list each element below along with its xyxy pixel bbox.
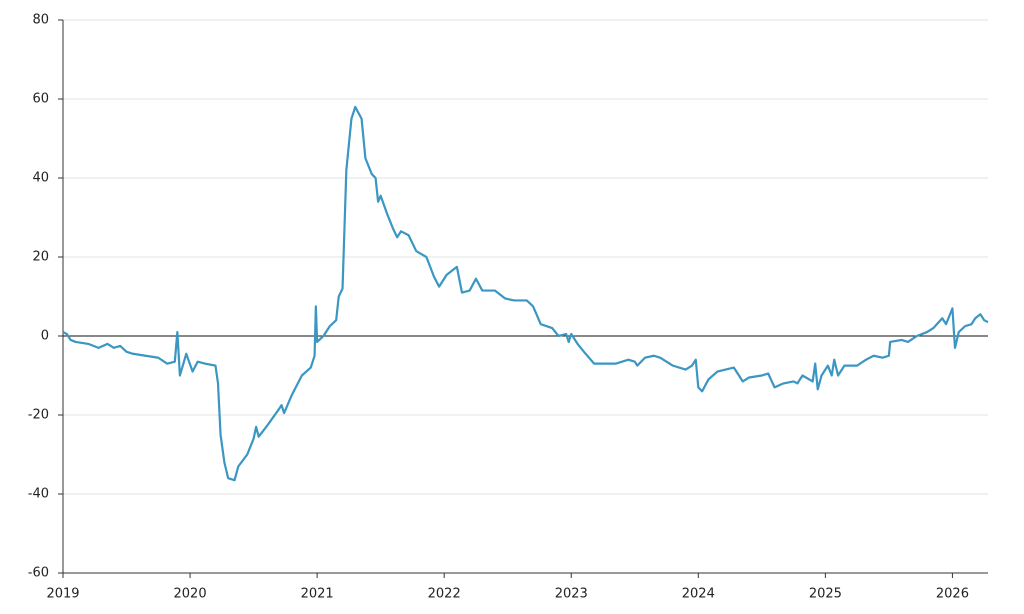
x-tick-label: 2023 (555, 587, 588, 602)
x-tick-label: 2019 (46, 587, 79, 602)
data-line (62, 105, 989, 482)
y-tick-label: 0 (41, 329, 49, 344)
x-tick-label: 2024 (682, 587, 715, 602)
y-tick-label: 60 (32, 92, 49, 107)
x-tick-label: 2026 (936, 587, 969, 602)
x-tick-label: 2025 (809, 587, 842, 602)
y-tick-label: 20 (32, 250, 49, 265)
y-tick-label: 80 (32, 13, 49, 28)
x-tick-label: 2021 (301, 587, 334, 602)
x-tick-label: 2022 (428, 587, 461, 602)
y-tick-label: -20 (28, 408, 49, 423)
y-tick-label: -60 (28, 566, 49, 581)
y-tick-label: -40 (28, 487, 49, 502)
y-tick-label: 40 (32, 171, 49, 186)
x-tick-label: 2020 (174, 587, 207, 602)
